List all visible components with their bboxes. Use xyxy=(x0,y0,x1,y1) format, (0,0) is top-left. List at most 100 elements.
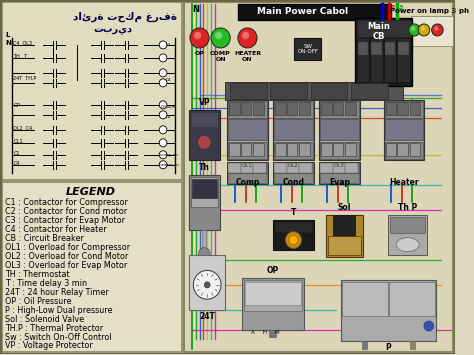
Text: L3: L3 xyxy=(395,5,403,10)
FancyBboxPatch shape xyxy=(192,179,217,198)
Text: heater on: heater on xyxy=(159,163,179,167)
Circle shape xyxy=(211,28,230,48)
FancyBboxPatch shape xyxy=(274,119,313,140)
FancyBboxPatch shape xyxy=(370,38,383,82)
FancyBboxPatch shape xyxy=(230,83,267,99)
Text: Sol : Solenoid Valve: Sol : Solenoid Valve xyxy=(5,315,84,323)
Text: L: L xyxy=(6,32,10,38)
FancyBboxPatch shape xyxy=(275,143,286,156)
Ellipse shape xyxy=(433,31,442,35)
Text: VP : Voltage Protector: VP : Voltage Protector xyxy=(5,342,92,350)
FancyBboxPatch shape xyxy=(226,82,403,100)
Ellipse shape xyxy=(410,31,419,35)
Circle shape xyxy=(159,151,167,159)
Text: HEATER
ON: HEATER ON xyxy=(234,51,261,62)
FancyBboxPatch shape xyxy=(389,215,427,255)
Text: Cond: Cond xyxy=(283,178,304,187)
FancyBboxPatch shape xyxy=(333,102,343,115)
FancyBboxPatch shape xyxy=(311,83,347,99)
Text: C2 : Contactor for Cond motor: C2 : Contactor for Cond motor xyxy=(5,207,127,216)
FancyBboxPatch shape xyxy=(228,163,267,173)
FancyBboxPatch shape xyxy=(345,163,358,173)
Circle shape xyxy=(424,321,434,331)
Text: C4: C4 xyxy=(13,161,20,166)
FancyBboxPatch shape xyxy=(202,230,206,250)
FancyBboxPatch shape xyxy=(319,100,360,160)
Circle shape xyxy=(159,126,167,134)
Text: comp on: comp on xyxy=(160,153,178,157)
Circle shape xyxy=(432,24,443,36)
FancyBboxPatch shape xyxy=(273,162,314,184)
Text: A: A xyxy=(251,329,255,334)
FancyBboxPatch shape xyxy=(385,143,396,156)
FancyBboxPatch shape xyxy=(397,143,408,156)
FancyBboxPatch shape xyxy=(320,163,333,173)
Text: C3: C3 xyxy=(166,43,172,47)
Circle shape xyxy=(194,32,201,39)
FancyBboxPatch shape xyxy=(287,102,297,115)
FancyBboxPatch shape xyxy=(269,329,276,338)
FancyBboxPatch shape xyxy=(398,42,409,55)
Text: L1: L1 xyxy=(380,5,388,10)
FancyBboxPatch shape xyxy=(275,222,312,232)
Text: 24T: 24T xyxy=(199,312,215,321)
Text: N: N xyxy=(192,5,199,14)
Text: Evap: Evap xyxy=(329,178,350,187)
FancyBboxPatch shape xyxy=(253,143,264,156)
FancyBboxPatch shape xyxy=(228,162,268,184)
FancyBboxPatch shape xyxy=(189,175,219,230)
Text: T: T xyxy=(291,208,296,217)
FancyBboxPatch shape xyxy=(362,342,367,349)
Text: OP : Oil Pressure: OP : Oil Pressure xyxy=(5,296,71,306)
Text: LEGEND: LEGEND xyxy=(66,187,116,197)
Text: OP: OP xyxy=(194,51,204,56)
Text: TH   T: TH T xyxy=(13,54,27,59)
FancyBboxPatch shape xyxy=(274,101,313,118)
Text: OP: OP xyxy=(266,266,279,274)
FancyBboxPatch shape xyxy=(229,102,240,115)
Ellipse shape xyxy=(192,40,207,46)
Circle shape xyxy=(190,28,209,48)
FancyBboxPatch shape xyxy=(299,163,312,173)
Text: Th: Th xyxy=(199,163,210,172)
Circle shape xyxy=(420,26,425,31)
Text: تبريد: تبريد xyxy=(94,24,133,34)
FancyBboxPatch shape xyxy=(384,42,395,55)
Text: OL2: OL2 xyxy=(288,163,299,168)
FancyBboxPatch shape xyxy=(345,143,356,156)
FancyBboxPatch shape xyxy=(294,38,321,60)
Circle shape xyxy=(159,161,167,169)
Text: Power on lamp 3 ph: Power on lamp 3 ph xyxy=(390,8,469,14)
FancyBboxPatch shape xyxy=(410,16,453,46)
Circle shape xyxy=(242,32,249,39)
FancyBboxPatch shape xyxy=(228,100,268,160)
Text: TH.P : Thermal Protector: TH.P : Thermal Protector xyxy=(5,323,103,333)
Text: N: N xyxy=(6,40,12,46)
Circle shape xyxy=(289,235,298,245)
Text: Heater: Heater xyxy=(389,178,419,187)
Circle shape xyxy=(159,111,167,119)
Circle shape xyxy=(159,139,167,147)
FancyBboxPatch shape xyxy=(245,282,301,305)
FancyBboxPatch shape xyxy=(345,102,356,115)
FancyBboxPatch shape xyxy=(321,102,332,115)
Text: COMP
ON: COMP ON xyxy=(210,51,231,62)
Text: OP: OP xyxy=(13,103,20,108)
FancyBboxPatch shape xyxy=(299,143,310,156)
FancyBboxPatch shape xyxy=(228,163,241,173)
FancyBboxPatch shape xyxy=(184,2,453,353)
FancyBboxPatch shape xyxy=(320,173,359,183)
FancyBboxPatch shape xyxy=(384,142,423,159)
FancyBboxPatch shape xyxy=(384,101,423,118)
Text: L2: L2 xyxy=(388,5,396,10)
FancyBboxPatch shape xyxy=(410,342,415,349)
FancyBboxPatch shape xyxy=(191,112,218,127)
Ellipse shape xyxy=(396,237,419,252)
FancyBboxPatch shape xyxy=(358,42,368,55)
FancyBboxPatch shape xyxy=(2,182,182,353)
FancyBboxPatch shape xyxy=(238,4,392,20)
Text: OL2 : Overload for Cond Motor: OL2 : Overload for Cond Motor xyxy=(5,252,128,261)
Text: VP: VP xyxy=(199,98,210,107)
Circle shape xyxy=(199,248,210,260)
Text: OFalum: OFalum xyxy=(161,105,177,109)
